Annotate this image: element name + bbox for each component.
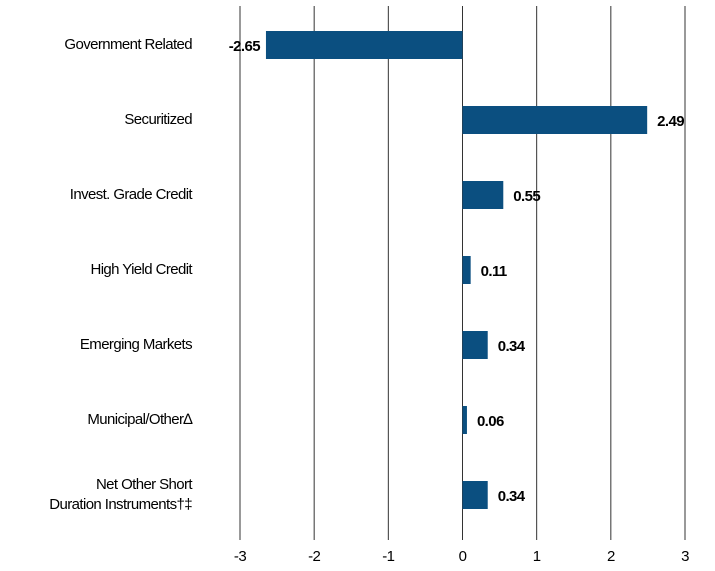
bar xyxy=(265,31,463,59)
bar xyxy=(462,406,467,434)
x-tick-label: -2 xyxy=(308,548,320,565)
category-label: Municipal/Other∆ xyxy=(87,411,192,428)
category-label: Government Related xyxy=(64,36,192,53)
category-label: Invest. Grade Credit xyxy=(69,186,193,203)
value-label: 0.55 xyxy=(513,188,540,205)
x-tick-label: 3 xyxy=(681,548,689,565)
category-label: Net Other Short Duration Instruments†‡ xyxy=(49,476,192,513)
category-label: High Yield Credit xyxy=(90,261,192,278)
x-tick-label: 0 xyxy=(459,548,467,565)
value-label: 0.11 xyxy=(481,263,507,280)
x-tick-label: 1 xyxy=(533,548,541,565)
category-label: Securitized xyxy=(124,111,192,128)
value-label: 0.34 xyxy=(498,488,526,505)
category-label: Emerging Markets xyxy=(79,336,193,353)
bar xyxy=(462,331,488,359)
value-label: 2.49 xyxy=(657,113,684,130)
value-label: -2.65 xyxy=(229,38,260,55)
x-tick-label: 2 xyxy=(607,548,615,565)
bar xyxy=(462,106,648,134)
value-label: 0.06 xyxy=(477,413,504,430)
bar xyxy=(462,181,504,209)
x-tick-label: -3 xyxy=(234,548,246,565)
value-label: 0.34 xyxy=(498,338,526,355)
x-tick-label: -1 xyxy=(382,548,394,565)
bar xyxy=(462,256,471,284)
bar xyxy=(462,481,488,509)
